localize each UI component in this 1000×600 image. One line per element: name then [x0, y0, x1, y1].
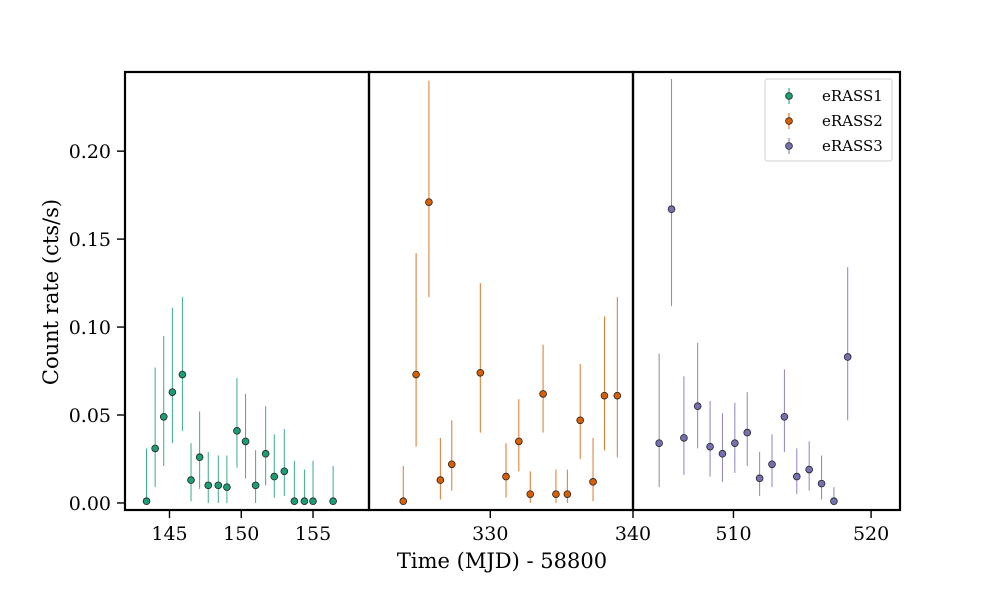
y-tick-label: 0.00 [69, 493, 111, 515]
legend-entry-erass2: eRASS2 [785, 112, 883, 130]
data-point [743, 428, 752, 437]
y-tick-label: 0.05 [69, 405, 111, 427]
legend-label: eRASS1 [822, 87, 883, 105]
data-point [261, 449, 270, 458]
y-tick-label: 0.10 [69, 317, 111, 339]
data-point [309, 497, 317, 506]
legend-entry-erass1: eRASS1 [785, 87, 883, 105]
data-point [731, 439, 739, 447]
data-point [159, 412, 168, 421]
data-point [168, 388, 177, 396]
data-point [399, 497, 408, 506]
data-point [693, 402, 702, 411]
data-point [476, 368, 485, 377]
data-point [680, 434, 688, 442]
data-point [502, 472, 510, 481]
chart-panels: 145 150 155 0.00 0.05 0.10 0.15 0.20 330 340 510 52… [69, 70, 902, 545]
legend-marker-icon [785, 117, 793, 125]
y-tick-label: 0.15 [69, 229, 111, 251]
data-point [706, 442, 714, 451]
data-point [223, 483, 231, 491]
data-point [576, 416, 584, 425]
y-axis-label: Count rate (cts/s) [39, 199, 63, 385]
data-point [755, 474, 764, 483]
data-point [792, 472, 801, 481]
legend-marker-icon [785, 142, 793, 150]
panel-3: 510 520 [631, 70, 902, 545]
data-point [425, 198, 433, 206]
x-tick-label: 155 [295, 523, 331, 545]
data-point [613, 391, 622, 400]
data-point [600, 391, 609, 400]
x-tick-label: 340 [615, 523, 651, 545]
data-point [270, 472, 279, 481]
data-point [280, 467, 289, 476]
x-tick-label: 145 [151, 523, 187, 545]
y-tick-label: 0.20 [69, 141, 111, 163]
data-point [768, 460, 776, 469]
data-point [563, 490, 572, 498]
data-point [843, 353, 852, 361]
data-point [204, 481, 213, 490]
legend-entry-erass3: eRASS3 [785, 137, 883, 155]
data-point [329, 497, 337, 506]
x-tick-label: 150 [223, 523, 259, 545]
data-point [447, 460, 456, 469]
data-point [412, 370, 420, 379]
data-point [526, 490, 535, 498]
data-point [655, 439, 663, 447]
x-tick-label: 520 [853, 523, 889, 545]
legend-box [764, 78, 893, 162]
data-point [142, 497, 151, 506]
x-tick-label: 330 [472, 523, 508, 545]
data-point [290, 497, 299, 506]
data-point [436, 476, 445, 484]
legend-label: eRASS2 [822, 112, 883, 130]
legend-label: eRASS3 [822, 137, 883, 155]
data-point [195, 453, 204, 462]
data-point [300, 497, 309, 506]
data-point [233, 427, 241, 435]
legend: eRASS1 eRASS2 eRASS3 [764, 78, 893, 162]
x-tick-label: 510 [715, 523, 751, 545]
data-point [515, 437, 523, 446]
data-point [241, 437, 250, 446]
legend-marker-icon [785, 92, 793, 100]
data-point [178, 370, 187, 379]
data-point [187, 476, 195, 484]
data-point [151, 444, 159, 453]
x-axis-label: Time (MJD) - 58800 [397, 549, 607, 573]
data-point [552, 490, 560, 498]
data-point [214, 481, 223, 490]
data-point [718, 449, 727, 458]
data-point [817, 479, 826, 488]
panel-frame [631, 70, 902, 512]
data-point [667, 205, 676, 214]
panel-1: 145 150 155 0.00 0.05 0.10 0.15 0.20 [69, 70, 371, 545]
data-point [780, 412, 789, 421]
data-point [251, 481, 260, 490]
data-point [805, 465, 813, 474]
data-point [589, 478, 597, 486]
data-point [539, 390, 547, 398]
data-point [830, 497, 838, 506]
panel-2: 330 340 [367, 70, 651, 545]
